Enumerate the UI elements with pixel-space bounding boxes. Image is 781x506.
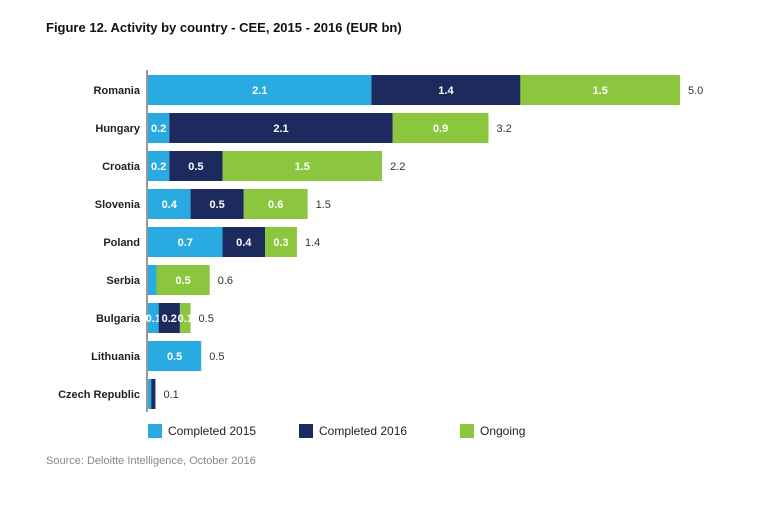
bar-croatia-series-1: [148, 151, 170, 181]
bar-poland-series-2: [222, 227, 266, 257]
segment-label-hungary-series-2: 2.1: [273, 123, 288, 135]
legend: Completed 2015 Completed 2016 Ongoing: [148, 424, 525, 438]
segment-label-bulgaria-series-2: 0.2: [162, 313, 177, 325]
segment-label-bulgaria-series-3: 0.1: [178, 313, 193, 325]
bar-serbia-series-1: [148, 265, 157, 295]
segment-label-poland-series-2: 0.4: [236, 237, 252, 249]
segment-label-poland-series-3: 0.3: [273, 237, 288, 249]
total-label-poland: 1.4: [305, 237, 320, 249]
segment-label-romania-series-1: 2.1: [252, 85, 267, 97]
total-label-hungary: 3.2: [496, 123, 511, 135]
bar-hungary-series-1: [148, 113, 170, 143]
total-label-slovenia: 1.5: [316, 199, 331, 211]
category-label-romania: Romania: [94, 85, 141, 97]
total-label-lithuania: 0.5: [209, 351, 224, 363]
category-label-czech-republic: Czech Republic: [58, 389, 140, 401]
bar-romania-series-3: [520, 75, 680, 105]
bar-croatia-series-3: [222, 151, 383, 181]
legend-label-1: Completed 2015: [168, 424, 256, 438]
source-note: Source: Deloitte Intelligence, October 2…: [46, 455, 256, 467]
category-label-poland: Poland: [103, 237, 140, 249]
segment-label-slovenia-series-3: 0.6: [268, 199, 283, 211]
category-label-slovenia: Slovenia: [95, 199, 141, 211]
bar-bulgaria-series-1: [148, 303, 159, 333]
legend-label-2: Completed 2016: [319, 424, 407, 438]
segment-label-hungary-series-3: 0.9: [433, 123, 448, 135]
segment-label-croatia-series-2: 0.5: [188, 161, 203, 173]
legend-swatch-2: [299, 424, 313, 438]
stacked-bar-chart: Romania 2.1 1.4 1.5 5.0 Hungary 0.2 2.1 0.9 3.2 Cr…: [58, 70, 703, 438]
bar-czech-republic-series-2: [151, 379, 156, 409]
segment-label-lithuania-series-1: 0.5: [167, 351, 182, 363]
bar-hungary-series-2: [169, 113, 393, 143]
segment-label-romania-series-2: 1.4: [438, 85, 454, 97]
bars-group: Romania 2.1 1.4 1.5 5.0 Hungary 0.2 2.1 0.9 3.2 Cr…: [58, 75, 703, 409]
bar-bulgaria-series-2: [158, 303, 180, 333]
bar-hungary-series-3: [392, 113, 489, 143]
segment-label-bulgaria-series-1: 0.1: [146, 313, 161, 325]
bar-slovenia-series-1: [148, 189, 191, 219]
total-label-croatia: 2.2: [390, 161, 405, 173]
bar-croatia-series-2: [169, 151, 223, 181]
segment-label-romania-series-3: 1.5: [593, 85, 608, 97]
bar-poland-series-3: [265, 227, 297, 257]
bar-slovenia-series-3: [243, 189, 308, 219]
legend-swatch-3: [460, 424, 474, 438]
segment-label-slovenia-series-1: 0.4: [162, 199, 178, 211]
total-label-czech-republic: 0.1: [163, 389, 178, 401]
bar-serbia-series-3: [156, 265, 210, 295]
bar-romania-series-1: [148, 75, 372, 105]
bar-romania-series-2: [371, 75, 521, 105]
category-label-bulgaria: Bulgaria: [96, 313, 141, 325]
category-label-croatia: Croatia: [102, 161, 141, 173]
segment-label-hungary-series-1: 0.2: [151, 123, 166, 135]
segment-label-poland-series-1: 0.7: [178, 237, 193, 249]
bar-bulgaria-series-3: [179, 303, 191, 333]
segment-label-croatia-series-1: 0.2: [151, 161, 166, 173]
segment-label-croatia-series-3: 1.5: [295, 161, 310, 173]
legend-label-3: Ongoing: [480, 424, 525, 438]
total-label-serbia: 0.6: [218, 275, 233, 287]
segment-label-serbia-series-3: 0.5: [175, 275, 190, 287]
bar-lithuania-series-1: [148, 341, 202, 371]
total-label-bulgaria: 0.5: [199, 313, 214, 325]
category-label-hungary: Hungary: [95, 123, 141, 135]
category-label-lithuania: Lithuania: [91, 351, 141, 363]
bar-slovenia-series-2: [190, 189, 244, 219]
total-label-romania: 5.0: [688, 85, 703, 97]
bar-poland-series-1: [148, 227, 223, 257]
legend-swatch-1: [148, 424, 162, 438]
category-label-serbia: Serbia: [106, 275, 141, 287]
segment-label-slovenia-series-2: 0.5: [210, 199, 225, 211]
chart-title: Figure 12. Activity by country - CEE, 20…: [46, 20, 402, 35]
bar-czech-republic-series-1: [148, 379, 152, 409]
